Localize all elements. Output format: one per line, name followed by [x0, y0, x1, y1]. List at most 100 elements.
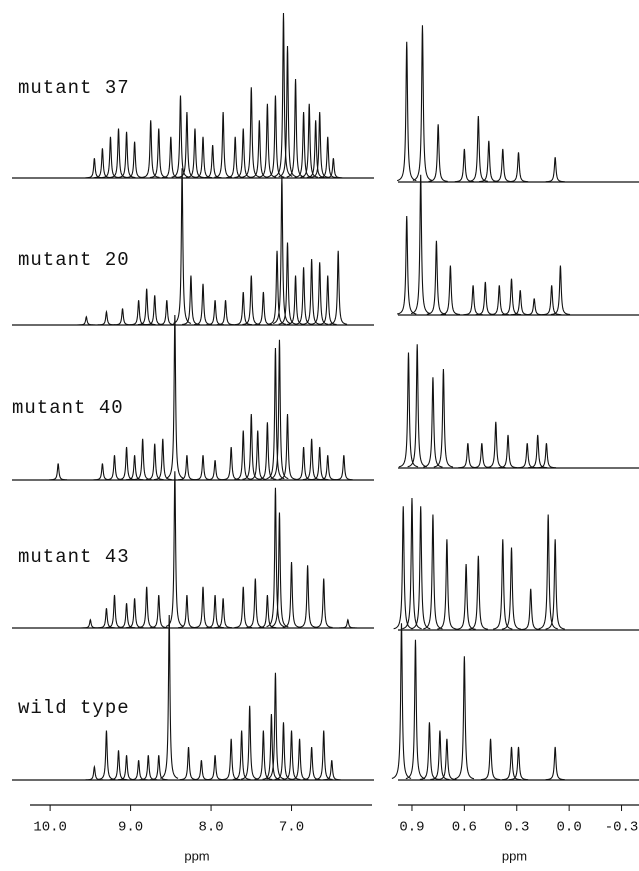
- peak: [329, 250, 348, 325]
- peak: [234, 291, 253, 326]
- peak: [266, 347, 285, 480]
- peak: [254, 730, 273, 781]
- spectrum-label: wild type: [18, 697, 130, 719]
- peak: [517, 443, 537, 469]
- peak: [139, 755, 158, 781]
- peak: [314, 730, 333, 781]
- peak: [129, 760, 148, 781]
- peak: [278, 242, 297, 325]
- peak: [97, 730, 116, 781]
- peak: [141, 120, 160, 178]
- peak: [222, 738, 241, 781]
- x-tick-label: 0.6: [452, 820, 477, 836]
- peak: [153, 438, 172, 481]
- peak: [508, 152, 529, 183]
- peak: [246, 578, 265, 629]
- peak: [250, 120, 269, 178]
- peak: [430, 730, 450, 781]
- peak: [125, 455, 144, 481]
- peak: [109, 128, 128, 179]
- peak: [77, 315, 96, 326]
- peak: [463, 285, 483, 316]
- peak: [268, 250, 286, 325]
- peak: [178, 594, 196, 629]
- peak: [85, 158, 104, 179]
- peak: [214, 598, 233, 629]
- x-tick-label: 8.0: [198, 820, 223, 836]
- spectrum-label: mutant 37: [18, 77, 130, 99]
- peak: [93, 148, 112, 179]
- peak: [194, 455, 212, 481]
- peak: [298, 565, 317, 628]
- peak: [437, 738, 457, 781]
- peak: [472, 443, 492, 469]
- peak: [508, 746, 529, 781]
- peak: [318, 455, 337, 481]
- x-tick-label: 9.0: [118, 820, 143, 836]
- peak: [437, 539, 457, 630]
- peak: [545, 157, 565, 183]
- peak: [550, 265, 571, 316]
- peak: [498, 434, 518, 469]
- peak: [232, 730, 251, 781]
- peak: [423, 514, 443, 630]
- peak: [501, 278, 522, 316]
- peak: [216, 300, 235, 326]
- peak: [310, 446, 329, 481]
- peak: [302, 746, 321, 781]
- peak: [286, 275, 305, 326]
- peak: [480, 738, 501, 781]
- peak: [454, 148, 474, 183]
- peak: [458, 443, 478, 469]
- peak: [396, 41, 417, 182]
- peak: [234, 430, 253, 481]
- peak: [242, 87, 261, 178]
- peak: [182, 275, 200, 326]
- peak: [206, 300, 224, 326]
- peak: [49, 463, 68, 481]
- peak: [545, 539, 565, 630]
- peak: [468, 115, 489, 182]
- peak: [318, 275, 337, 326]
- peak: [194, 586, 212, 629]
- peak: [538, 514, 558, 630]
- peak: [109, 750, 128, 781]
- peak: [501, 547, 522, 630]
- peak: [266, 672, 285, 780]
- spectrum-label: mutant 40: [12, 397, 124, 419]
- peak: [272, 176, 291, 325]
- peak: [186, 128, 204, 179]
- peak: [286, 78, 305, 178]
- peak: [282, 730, 301, 781]
- peak: [528, 434, 548, 469]
- peak: [510, 290, 530, 316]
- peak: [266, 95, 285, 178]
- peak: [177, 111, 196, 178]
- peak: [149, 594, 168, 629]
- x-tick-label: 0.3: [504, 820, 529, 836]
- peak: [270, 339, 289, 480]
- peak: [101, 136, 120, 179]
- peak: [145, 443, 164, 481]
- x-tick-label: 7.0: [279, 820, 304, 836]
- peak: [234, 128, 253, 179]
- peak: [278, 413, 297, 480]
- peak: [97, 309, 116, 326]
- peak: [294, 267, 313, 325]
- peak: [179, 746, 198, 781]
- peak: [240, 705, 259, 780]
- peak: [456, 563, 476, 630]
- peak: [85, 764, 104, 781]
- peak: [258, 422, 277, 480]
- peak: [405, 639, 426, 780]
- peak: [545, 746, 565, 781]
- peak: [324, 158, 343, 179]
- peak: [294, 446, 313, 481]
- peak: [314, 578, 333, 629]
- peak: [97, 608, 116, 629]
- peak: [254, 291, 273, 326]
- peak: [206, 755, 224, 781]
- peak: [536, 443, 557, 469]
- peak: [160, 614, 179, 779]
- peak: [270, 512, 289, 628]
